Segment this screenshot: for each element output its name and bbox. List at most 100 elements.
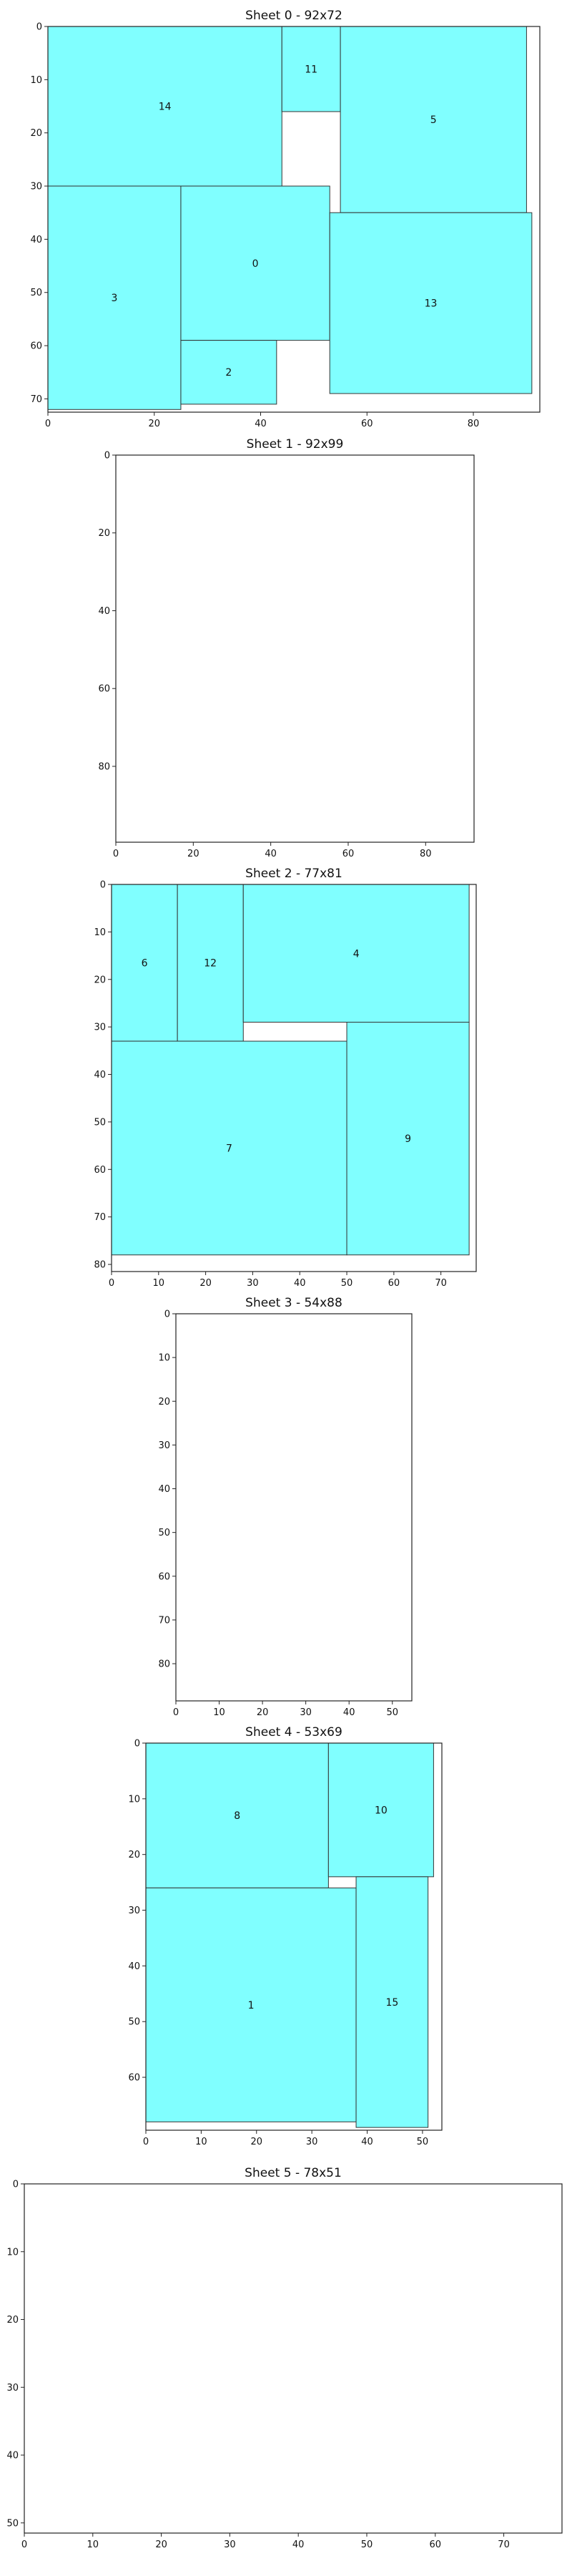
sheet-2-xtick-label: 30	[247, 1278, 259, 1289]
sheet-1-axes-frame	[115, 454, 475, 843]
sheet-3-ytick-label: 80	[158, 1659, 170, 1670]
sheet-3-ytick-label: 30	[158, 1440, 170, 1451]
sheet-0-piece-0	[180, 185, 330, 341]
sheet-3-xtick-label: 10	[213, 1707, 225, 1718]
sheet-1-ytick-label: 60	[98, 684, 110, 695]
sheet-0-piece-14	[47, 26, 282, 187]
sheet-2-xtick-label: 40	[294, 1278, 306, 1289]
sheet-4-panel: Sheet 4 - 53x69 8 10 1 15 0 10 20 30 40 50 0 10 20 30 4…	[128, 1725, 443, 2147]
sheet-5-xtick-label: 40	[292, 2540, 305, 2550]
sheet-4-piece-15	[355, 1876, 429, 2128]
sheet-0-ytick-label: 10	[30, 75, 42, 86]
sheet-3-ytick-label: 40	[158, 1484, 170, 1495]
sheet-1-ytick-label: 40	[98, 606, 110, 617]
sheet-2-ytick-label: 40	[94, 1070, 106, 1080]
sheet-1-panel: Sheet 1 - 92x99 0 20 40 60 80 0 20 40 60 80	[98, 437, 475, 859]
sheet-4-piece-label-1: 1	[248, 2000, 255, 2011]
sheet-0-piece-label-13: 13	[425, 298, 438, 310]
sheet-2-piece-9	[346, 1022, 470, 1256]
sheet-3-ytick-label: 60	[158, 1571, 170, 1582]
sheet-4-xtick-label: 40	[361, 2137, 373, 2147]
sheet-5-ytick-label: 10	[6, 2247, 19, 2258]
sheet-5-xtick-label: 10	[87, 2540, 99, 2550]
sheet-2-ytick-label: 50	[94, 1117, 106, 1128]
sheet-0-piece-label-11: 11	[305, 64, 317, 75]
sheet-2-ytick-label: 0	[100, 880, 106, 891]
sheet-2-ytick-label: 70	[94, 1212, 106, 1223]
sheet-0-ytick-label: 20	[30, 128, 42, 139]
sheet-2-ytick-label: 80	[94, 1260, 106, 1271]
sheet-4-ytick-label: 0	[134, 1739, 140, 1750]
sheet-4-ytick-label: 10	[128, 1794, 140, 1805]
sheet-0-ytick-label: 40	[30, 235, 42, 245]
sheet-4-xtick-label: 50	[417, 2137, 429, 2147]
sheet-2-xtick-label: 10	[153, 1278, 165, 1289]
sheet-3-xtick-label: 30	[300, 1707, 312, 1718]
sheet-4-piece-8	[145, 1742, 329, 1888]
sheet-0-xtick-label: 40	[255, 419, 267, 429]
sheet-3-panel: Sheet 3 - 54x88 0 10 20 30 40 50 0 10 20 30 40 50 60 7…	[158, 1296, 413, 1718]
sheet-1-xtick-label: 60	[342, 849, 355, 859]
sheet-4-xtick-label: 20	[250, 2137, 262, 2147]
sheet-2-piece-6	[111, 884, 178, 1042]
sheet-4-piece-10	[327, 1742, 434, 1878]
sheet-3-xtick-label: 50	[386, 1707, 398, 1718]
sheet-3-ytick-label: 0	[164, 1309, 170, 1320]
sheet-4-piece-label-8: 8	[234, 1810, 240, 1822]
sheet-2-piece-label-12: 12	[204, 958, 217, 970]
sheet-2-piece-label-7: 7	[226, 1143, 232, 1154]
sheet-2-ytick-label: 20	[94, 975, 106, 985]
sheet-3-xtick-label: 0	[173, 1707, 179, 1718]
sheet-3-ytick-label: 10	[158, 1353, 170, 1364]
sheet-4-xtick-label: 30	[306, 2137, 318, 2147]
sheet-2-xtick-label: 50	[341, 1278, 353, 1289]
sheet-0-ytick-label: 50	[30, 288, 42, 298]
sheet-4-ytick-label: 50	[128, 2017, 140, 2028]
sheet-3-ytick-label: 50	[158, 1528, 170, 1538]
sheet-5-ytick-label: 40	[6, 2451, 19, 2462]
sheet-0-ytick-label: 0	[36, 22, 42, 33]
sheet-2-piece-label-6: 6	[142, 958, 148, 970]
sheet-4-axes-frame	[145, 1742, 443, 2131]
sheet-0-piece-5	[340, 26, 527, 213]
sheet-4-ytick-label: 60	[128, 2073, 140, 2084]
sheet-1-ytick-label: 20	[98, 528, 110, 539]
sheet-5-xtick-label: 60	[430, 2540, 442, 2550]
sheet-0-xtick-label: 60	[361, 419, 373, 429]
sheet-1-xtick-label: 0	[113, 849, 119, 859]
sheet-2-title: Sheet 2 - 77x81	[245, 867, 342, 881]
sheet-0-ytick-label: 30	[30, 182, 42, 192]
sheet-2-ytick-label: 60	[94, 1165, 106, 1176]
sheet-0-xtick-label: 0	[45, 419, 51, 429]
sheet-1-xtick-label: 20	[187, 849, 199, 859]
sheet-0-piece-label-14: 14	[159, 102, 172, 113]
sheet-4-ytick-label: 40	[128, 1961, 140, 1972]
sheet-0-piece-label-2: 2	[225, 367, 232, 379]
sheet-2-piece-4	[242, 884, 470, 1023]
sheet-0-piece-13	[329, 212, 533, 394]
sheet-5-xtick-label: 70	[498, 2540, 510, 2550]
sheet-2-panel: Sheet 2 - 77x81 6 12 4 7 9 0 10 20 30 40 50 60 70 0 10 2…	[94, 867, 477, 1289]
sheet-3-xtick-label: 20	[257, 1707, 269, 1718]
sheet-5-ytick-label: 50	[6, 2518, 19, 2529]
sheet-0-xtick-label: 20	[148, 419, 160, 429]
sheet-4-ytick-label: 20	[128, 1850, 140, 1860]
sheet-2-piece-label-4: 4	[353, 948, 360, 960]
sheet-4-title: Sheet 4 - 53x69	[245, 1725, 342, 1740]
sheet-2-xtick-label: 60	[388, 1278, 400, 1289]
sheet-2-xtick-label: 0	[109, 1278, 114, 1289]
sheet-4-piece-label-15: 15	[385, 1997, 398, 2009]
sheet-2-xtick-label: 70	[435, 1278, 447, 1289]
sheet-2-xtick-label: 20	[199, 1278, 212, 1289]
sheet-0-axes-frame	[47, 26, 541, 413]
sheet-0-ytick-label: 70	[30, 394, 42, 405]
sheet-1-xtick-label: 40	[265, 849, 277, 859]
sheet-5-xtick-label: 50	[361, 2540, 373, 2550]
sheet-1-ytick-label: 0	[104, 451, 110, 462]
sheet-2-ytick-label: 30	[94, 1023, 106, 1033]
sheet-5-ytick-label: 0	[13, 2180, 19, 2190]
sheet-0-piece-2	[180, 340, 277, 405]
sheet-5-xtick-label: 0	[21, 2540, 27, 2550]
sheet-0-title: Sheet 0 - 92x72	[245, 9, 342, 23]
sheet-3-ytick-label: 20	[158, 1397, 170, 1407]
